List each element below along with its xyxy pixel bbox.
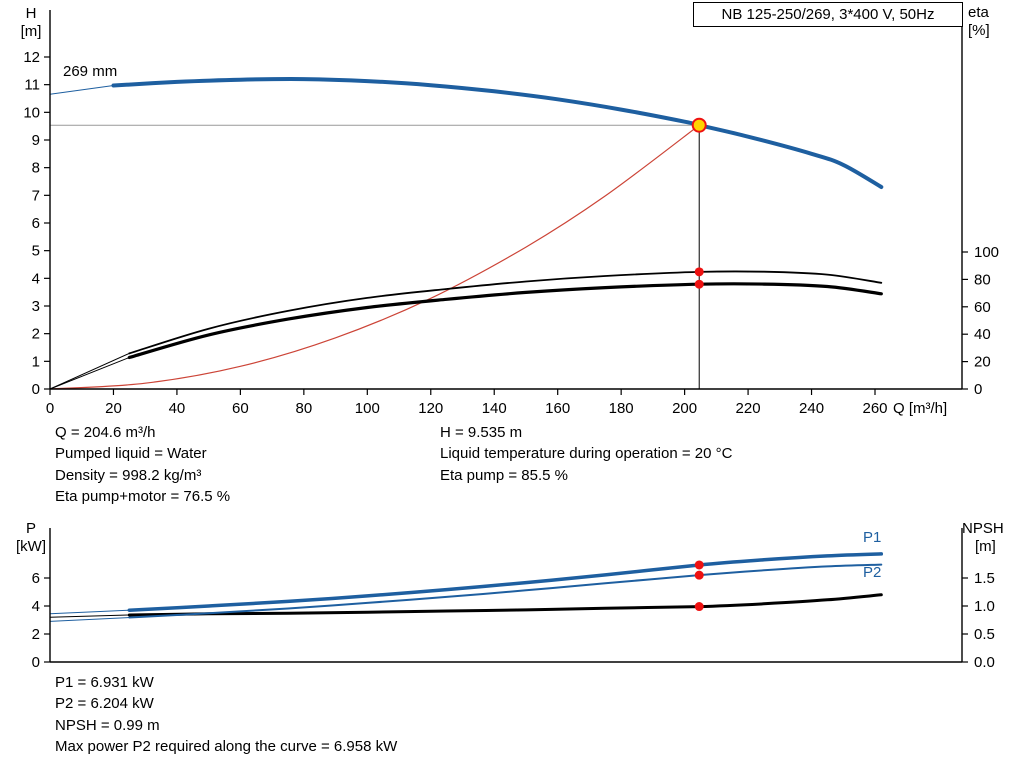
- svg-text:200: 200: [672, 400, 697, 417]
- liquid-temp-text: Liquid temperature during operation = 20…: [440, 445, 733, 462]
- eta-axis-title: eta: [968, 4, 989, 21]
- svg-text:60: 60: [232, 400, 249, 417]
- pump-title-box: NB 125-250/269, 3*400 V, 50Hz: [693, 2, 963, 27]
- svg-text:20: 20: [974, 354, 991, 371]
- svg-text:80: 80: [296, 400, 313, 417]
- p1-curve-leadin: [49, 609, 130, 615]
- pumped-liquid-text: Pumped liquid = Water: [55, 445, 207, 462]
- svg-text:180: 180: [609, 400, 634, 417]
- duty-dot-marker: [694, 279, 704, 289]
- head-curve-269mm-leadin: [49, 85, 114, 95]
- svg-text:260: 260: [862, 400, 887, 417]
- head-curve-269mm: [111, 77, 884, 189]
- eta-pump-curve-leadin: [49, 352, 130, 390]
- h-axis-unit: [m]: [20, 23, 42, 40]
- svg-text:8: 8: [32, 160, 40, 177]
- svg-text:140: 140: [482, 400, 507, 417]
- eta-pump-motor-curve-leadin: [49, 357, 130, 390]
- svg-text:40: 40: [169, 400, 186, 417]
- svg-text:40: 40: [974, 326, 991, 343]
- duty-dot-marker: [694, 570, 704, 580]
- impeller-diameter-label: 269 mm: [63, 63, 118, 80]
- svg-text:0: 0: [32, 654, 40, 671]
- svg-text:1.0: 1.0: [974, 598, 995, 615]
- svg-text:0.0: 0.0: [974, 654, 995, 671]
- density-text: Density = 998.2 kg/m³: [55, 467, 202, 484]
- svg-text:0.5: 0.5: [974, 626, 995, 643]
- p-axis-unit: [kW]: [16, 538, 46, 555]
- q-value-text: Q = 204.6 m³/h: [55, 424, 156, 441]
- svg-text:100: 100: [974, 244, 999, 261]
- p1-value-text: P1 = 6.931 kW: [55, 674, 154, 691]
- svg-text:6: 6: [32, 215, 40, 232]
- svg-text:60: 60: [974, 299, 991, 316]
- svg-text:4: 4: [32, 270, 40, 287]
- svg-text:10: 10: [23, 104, 40, 121]
- svg-text:3: 3: [32, 298, 40, 315]
- eta-axis-unit: [%]: [968, 22, 990, 39]
- p1-curve-label: P1: [863, 529, 882, 546]
- npsh-curve: [127, 593, 883, 617]
- svg-text:2: 2: [32, 626, 40, 643]
- svg-text:7: 7: [32, 187, 40, 204]
- svg-text:11: 11: [24, 77, 40, 94]
- p2-value-text: P2 = 6.204 kW: [55, 695, 154, 712]
- duty-dot-marker: [694, 602, 704, 612]
- h-value-text: H = 9.535 m: [440, 424, 523, 441]
- h-axis-title: H: [25, 5, 37, 22]
- eta-pump-motor-text: Eta pump+motor = 76.5 %: [55, 488, 231, 505]
- npsh-axis-unit: [m]: [975, 538, 996, 555]
- duty-dot-marker: [694, 267, 704, 277]
- p-axis-title: P: [25, 520, 36, 537]
- svg-text:0: 0: [32, 381, 40, 398]
- system-curve: [49, 124, 700, 390]
- svg-text:100: 100: [355, 400, 380, 417]
- p1-curve: [127, 552, 884, 612]
- svg-text:120: 120: [418, 400, 443, 417]
- svg-text:80: 80: [974, 271, 991, 288]
- npsh-axis-title: NPSH: [962, 520, 1004, 537]
- q-axis-title: Q [m³/h]: [893, 400, 948, 417]
- p2-curve-label: P2: [863, 564, 882, 581]
- npsh-curve-leadin: [49, 614, 130, 618]
- svg-text:6: 6: [32, 570, 40, 587]
- eta-pump-curve: [128, 270, 883, 355]
- svg-text:220: 220: [736, 400, 761, 417]
- svg-text:2: 2: [32, 326, 40, 343]
- svg-text:1: 1: [32, 353, 40, 370]
- svg-text:9: 9: [32, 132, 40, 149]
- npsh-value-text: NPSH = 0.99 m: [55, 717, 160, 734]
- svg-text:12: 12: [23, 49, 40, 66]
- duty-point-marker: [691, 117, 707, 133]
- svg-text:5: 5: [32, 243, 40, 260]
- eta-pump-text: Eta pump = 85.5 %: [440, 467, 568, 484]
- svg-text:240: 240: [799, 400, 824, 417]
- max-power-text: Max power P2 required along the curve = …: [55, 738, 398, 755]
- eta-pump-motor-curve: [127, 282, 883, 360]
- svg-text:0: 0: [46, 400, 54, 417]
- svg-text:4: 4: [32, 598, 40, 615]
- svg-text:160: 160: [545, 400, 570, 417]
- svg-text:1.5: 1.5: [974, 570, 995, 587]
- p2-curve: [128, 563, 883, 619]
- svg-text:0: 0: [974, 381, 982, 398]
- duty-dot-marker: [694, 560, 704, 570]
- svg-text:20: 20: [105, 400, 122, 417]
- p2-curve-leadin: [49, 617, 130, 622]
